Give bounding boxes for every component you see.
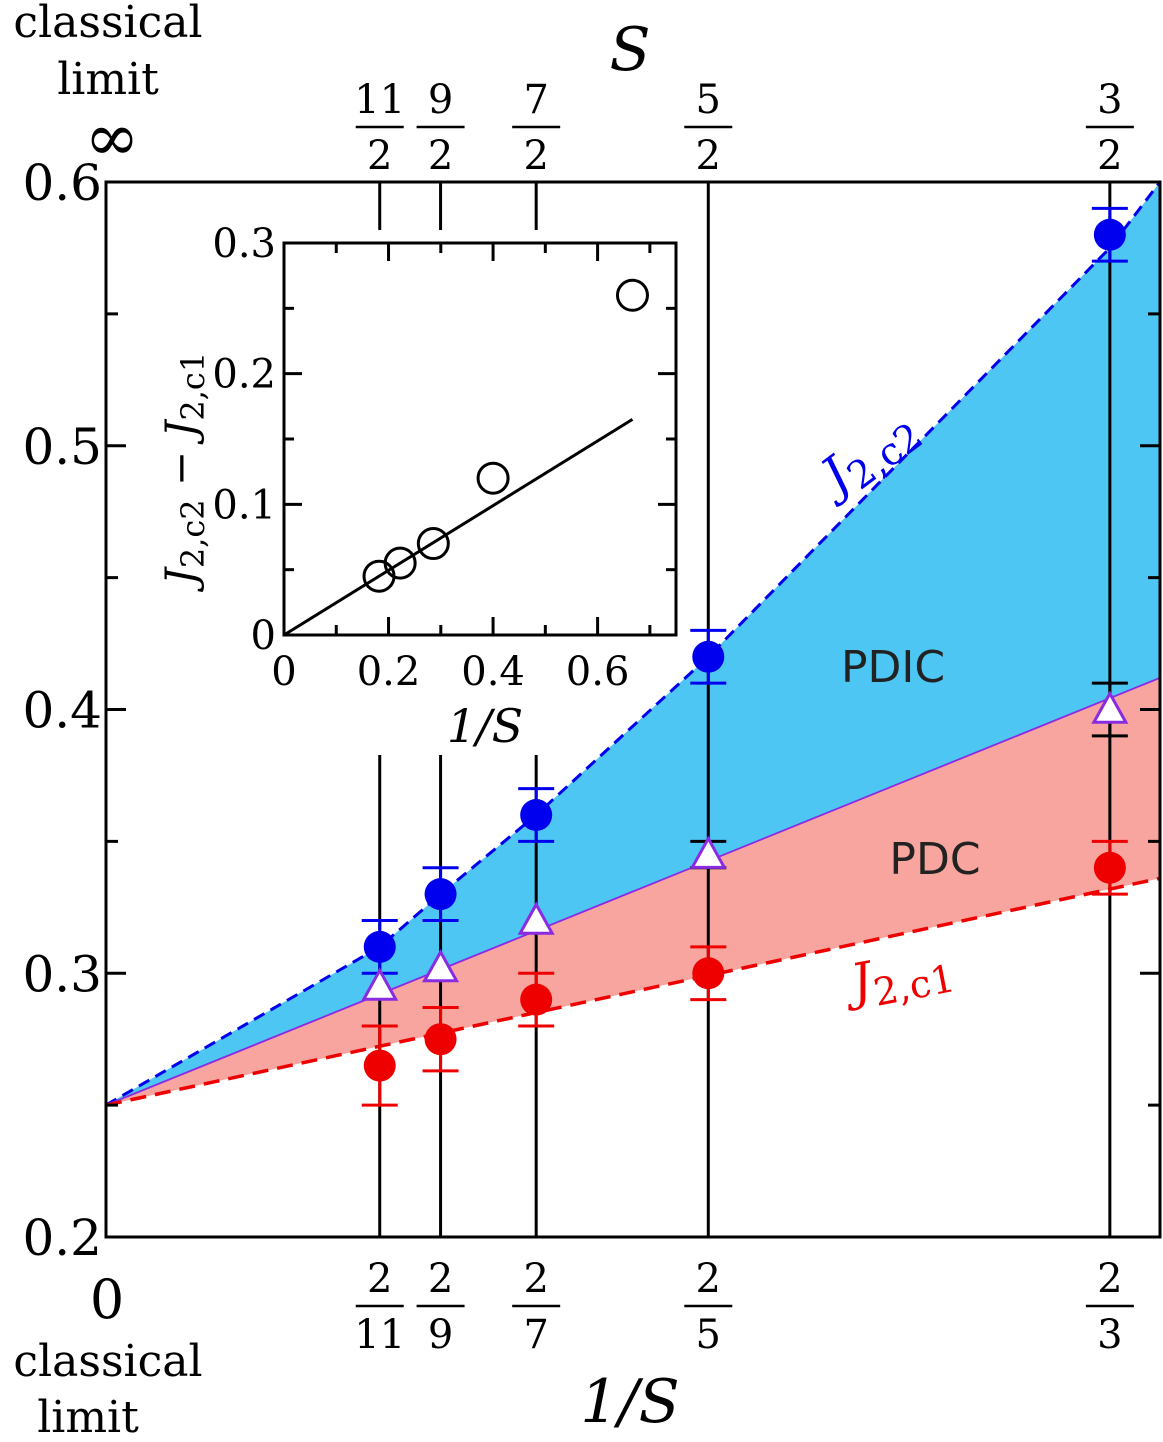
middle-boundary-line [105, 677, 1161, 1106]
y-tick-label: 0.4 [22, 682, 102, 740]
inset-y-tick-label: 0.1 [212, 482, 276, 528]
data-point-j2c1 [692, 957, 725, 990]
bottom-tick-label-3-numerator: 2 [696, 1256, 721, 1302]
curve-label-j2c1: J2,c1 [837, 935, 958, 1020]
inset-data-point [476, 461, 510, 495]
x-axis-title: 1/S [580, 1367, 680, 1437]
data-point-j2c2 [692, 640, 725, 673]
inset-data-point [416, 527, 450, 561]
y-tick-label: 0.5 [22, 418, 102, 476]
data-point-j2c2 [363, 930, 396, 963]
classical-limit-top-line1: classical [13, 0, 202, 48]
data-point-j2c2 [1093, 218, 1126, 251]
pdic-region [106, 182, 1160, 1106]
top-tick-label-4-denominator: 2 [1097, 133, 1122, 179]
inset-y-axis-title-text: J2,c2 − J2,c1 [156, 352, 212, 593]
y-tick-label: 0.3 [22, 945, 102, 1003]
data-point-triangle [517, 901, 555, 935]
inset-data-point [383, 546, 417, 580]
lower-boundary-curve [105, 876, 1161, 1107]
inset-y-axis-title: J2,c2 − J2,c1 [156, 352, 212, 593]
inset-x-tick-label: 0.4 [461, 649, 525, 695]
top-tick-label-3-denominator: 2 [696, 133, 721, 179]
classical-limit-top-line2: limit [57, 54, 159, 105]
bottom-tick-label-4-denominator: 3 [1097, 1312, 1122, 1358]
inset-y-label-part: 2,c2 [174, 499, 212, 568]
top-tick-label-3: 52 [684, 77, 733, 179]
inset-y-label-part: 2,c1 [174, 352, 212, 421]
data-point-triangle [1091, 690, 1129, 724]
top-tick-label-3-numerator: 5 [696, 77, 721, 123]
bottom-tick-label-0-numerator: 2 [367, 1256, 392, 1302]
top-tick-label-2: 72 [512, 77, 561, 179]
inset-x-tick-label: 0 [271, 649, 296, 695]
top-tick-label-4-numerator: 3 [1097, 77, 1122, 123]
data-point-triangle [689, 835, 727, 869]
classical-limit-bottom-line1: classical [13, 1336, 202, 1387]
top-tick-label-1-denominator: 2 [428, 133, 453, 179]
inset-y-tick-label: 0 [251, 613, 276, 659]
inset-fit-line [283, 418, 634, 637]
bottom-tick-label-4-numerator: 2 [1097, 1256, 1122, 1302]
top-tick-label-0-numerator: 11 [354, 77, 405, 123]
inset-y-tick-label: 0.2 [212, 352, 276, 398]
inset-y-label-part: − [156, 437, 205, 499]
top-tick-label-0-denominator: 2 [367, 133, 392, 179]
bottom-tick-label-1-numerator: 2 [428, 1256, 453, 1302]
y-tick-label: 0.2 [22, 1209, 102, 1267]
classical-limit-bottom-line2: limit [37, 1392, 139, 1442]
region-label-pdic: PDIC [841, 642, 945, 693]
bottom-tick-label-3-denominator: 5 [696, 1312, 721, 1358]
data-point-j2c1 [363, 1049, 396, 1082]
bottom-tick-label-4: 23 [1085, 1256, 1134, 1358]
data-point-j2c2 [520, 799, 553, 831]
bottom-tick-label-3: 25 [684, 1256, 733, 1358]
data-point-j2c1 [424, 1023, 457, 1056]
bottom-tick-label-0-denominator: 11 [354, 1312, 405, 1358]
inset-x-tick-label: 0.6 [566, 649, 630, 695]
data-point-triangle [361, 967, 399, 1001]
data-point-triangle [422, 948, 460, 983]
top-tick-label-2-denominator: 2 [523, 133, 548, 179]
data-point-j2c2 [424, 878, 457, 911]
top-tick-label-1-numerator: 9 [428, 77, 453, 123]
bottom-tick-label-0: 211 [354, 1256, 405, 1358]
data-point-j2c1 [1093, 851, 1126, 884]
curve-label-j2c1-text: J2,c1 [837, 935, 958, 1020]
top-tick-label-0: 112 [354, 77, 405, 179]
inset-y-label-part: J [156, 566, 205, 593]
data-point-j2c1 [520, 983, 553, 1016]
bottom-tick-label-2: 27 [512, 1256, 561, 1358]
top-axis-title: S [609, 15, 650, 85]
inset-x-axis-title: 1/S [447, 699, 523, 753]
top-tick-label-4: 32 [1085, 77, 1134, 179]
inset-frame [282, 241, 678, 637]
inset-x-tick-label: 0.2 [357, 649, 421, 695]
top-tick-label-1: 92 [416, 77, 465, 179]
inset-plot: 0 0.2 0.4 0.600.10.20.31/SJ2,c2 − J2,c1 [156, 221, 678, 753]
curve-label-j2c1-sub: 2,c1 [870, 956, 959, 1015]
top-tick-label-2-numerator: 7 [523, 77, 548, 123]
x-origin-top-label: ∞ [85, 99, 140, 176]
bottom-tick-label-2-denominator: 7 [523, 1312, 548, 1358]
bottom-tick-label-1-denominator: 9 [428, 1312, 453, 1358]
inset-data-point [615, 278, 649, 312]
main-plot: 0.20.30.40.50.621129272523112927252320∞c… [13, 0, 1162, 1442]
bottom-tick-label-2-numerator: 2 [523, 1256, 548, 1302]
y-tick-label: 0.6 [22, 154, 102, 212]
inset-y-tick-label: 0.3 [212, 221, 276, 267]
x-origin-label: 0 [90, 1268, 124, 1331]
region-label-pdc: PDC [889, 834, 980, 885]
bottom-tick-label-1: 29 [416, 1256, 465, 1358]
